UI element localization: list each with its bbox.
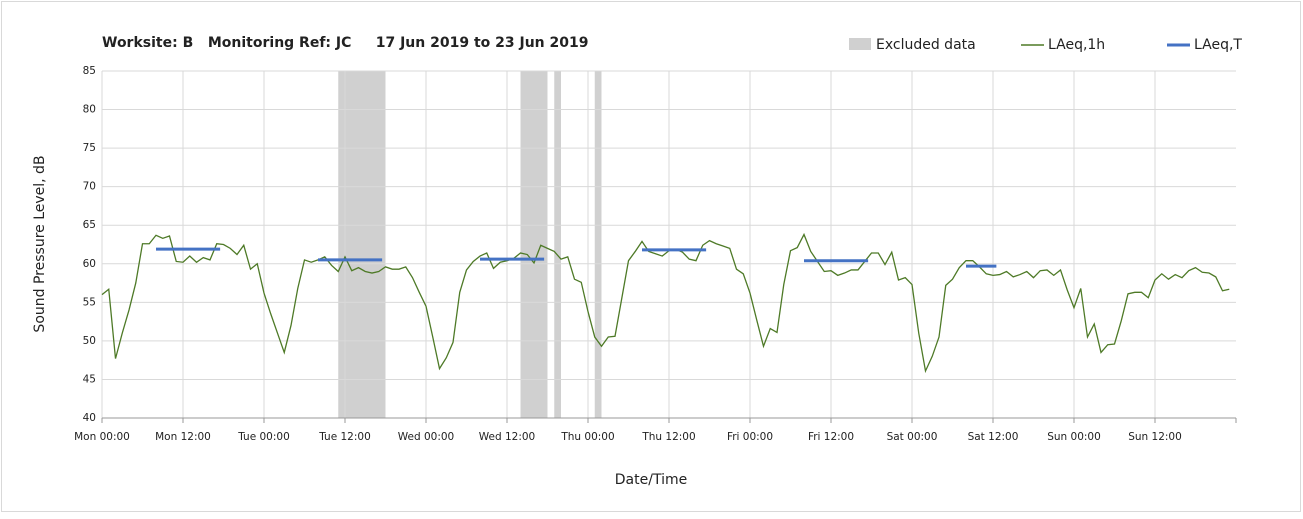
- x-tick-label: Wed 00:00: [398, 431, 455, 443]
- x-tick-label: Sun 12:00: [1128, 431, 1182, 443]
- excluded-band: [554, 71, 561, 418]
- x-tick-label: Sat 12:00: [968, 431, 1019, 443]
- x-tick-label: Mon 12:00: [155, 431, 211, 443]
- y-tick-label: 45: [83, 373, 96, 385]
- x-tick-label: Tue 12:00: [318, 431, 371, 443]
- legend-swatch: [849, 38, 871, 50]
- x-axis-label: Date/Time: [615, 472, 687, 488]
- x-tick-label: Mon 00:00: [74, 431, 130, 443]
- x-tick-label: Sun 00:00: [1047, 431, 1101, 443]
- x-tick-label: Thu 00:00: [560, 431, 614, 443]
- y-tick-label: 50: [83, 335, 96, 347]
- legend-label: Excluded data: [876, 37, 976, 53]
- y-tick-label: 80: [83, 104, 96, 116]
- x-tick-label: Sat 00:00: [887, 431, 938, 443]
- y-tick-label: 75: [83, 142, 96, 154]
- x-tick-label: Wed 12:00: [479, 431, 536, 443]
- line-series: [101, 232, 1230, 374]
- chart-title: Worksite: B Monitoring Ref: JC 17 Jun 20…: [102, 35, 588, 51]
- x-tick-label: Fri 12:00: [808, 431, 854, 443]
- x-tick-label: Thu 12:00: [641, 431, 695, 443]
- excluded-band: [338, 71, 386, 418]
- excluded-band: [594, 71, 602, 418]
- legend-label: LAeq,T: [1194, 37, 1242, 53]
- y-tick-label: 40: [83, 412, 96, 424]
- y-tick-label: 70: [83, 181, 96, 193]
- y-tick-label: 55: [83, 296, 96, 308]
- y-tick-label: 65: [83, 219, 96, 231]
- x-tick-label: Fri 00:00: [727, 431, 773, 443]
- excluded-band: [520, 71, 548, 418]
- y-tick-label: 85: [83, 65, 96, 77]
- legend-label: LAeq,1h: [1048, 37, 1105, 53]
- x-tick-label: Tue 00:00: [237, 431, 290, 443]
- y-axis-label: Sound Pressure Level, dB: [32, 155, 48, 332]
- y-tick-label: 60: [83, 258, 96, 270]
